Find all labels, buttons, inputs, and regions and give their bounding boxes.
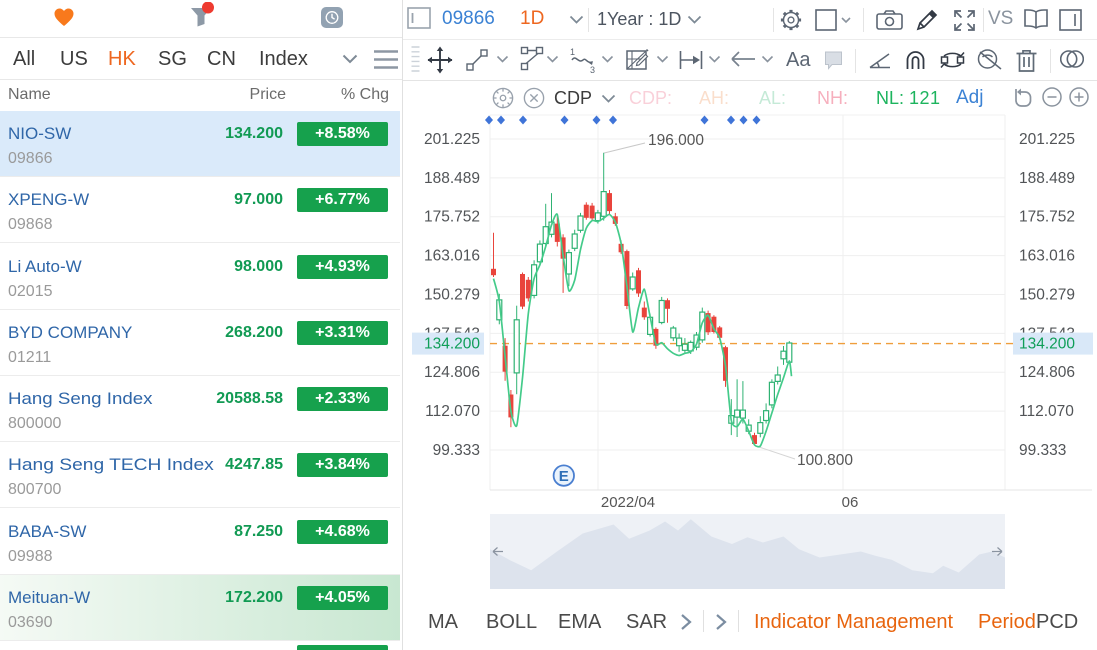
svg-text:150.279: 150.279 xyxy=(1019,287,1075,304)
svg-text:175.752: 175.752 xyxy=(424,209,480,226)
svg-text:188.489: 188.489 xyxy=(1019,170,1075,187)
svg-text:112.070: 112.070 xyxy=(1019,403,1074,420)
svg-text:134.200: 134.200 xyxy=(424,336,480,353)
svg-text:100.800: 100.800 xyxy=(797,452,853,469)
svg-text:188.489: 188.489 xyxy=(424,170,480,187)
svg-text:06: 06 xyxy=(842,494,859,511)
svg-text:3: 3 xyxy=(590,65,595,74)
svg-text:124.806: 124.806 xyxy=(424,364,480,381)
svg-text:150.279: 150.279 xyxy=(424,287,480,304)
svg-text:E: E xyxy=(559,468,569,485)
svg-text:175.752: 175.752 xyxy=(1019,209,1075,226)
svg-text:99.333: 99.333 xyxy=(433,442,480,459)
svg-text:201.225: 201.225 xyxy=(424,131,480,148)
svg-text:163.016: 163.016 xyxy=(1019,248,1075,265)
svg-text:124.806: 124.806 xyxy=(1019,364,1075,381)
svg-text:2022/04: 2022/04 xyxy=(601,494,655,511)
svg-text:201.225: 201.225 xyxy=(1019,131,1075,148)
svg-text:112.070: 112.070 xyxy=(425,403,480,420)
svg-text:134.200: 134.200 xyxy=(1019,336,1075,353)
svg-text:163.016: 163.016 xyxy=(424,248,480,265)
svg-text:1: 1 xyxy=(570,47,575,57)
svg-text:99.333: 99.333 xyxy=(1019,442,1066,459)
svg-text:196.000: 196.000 xyxy=(648,132,704,149)
